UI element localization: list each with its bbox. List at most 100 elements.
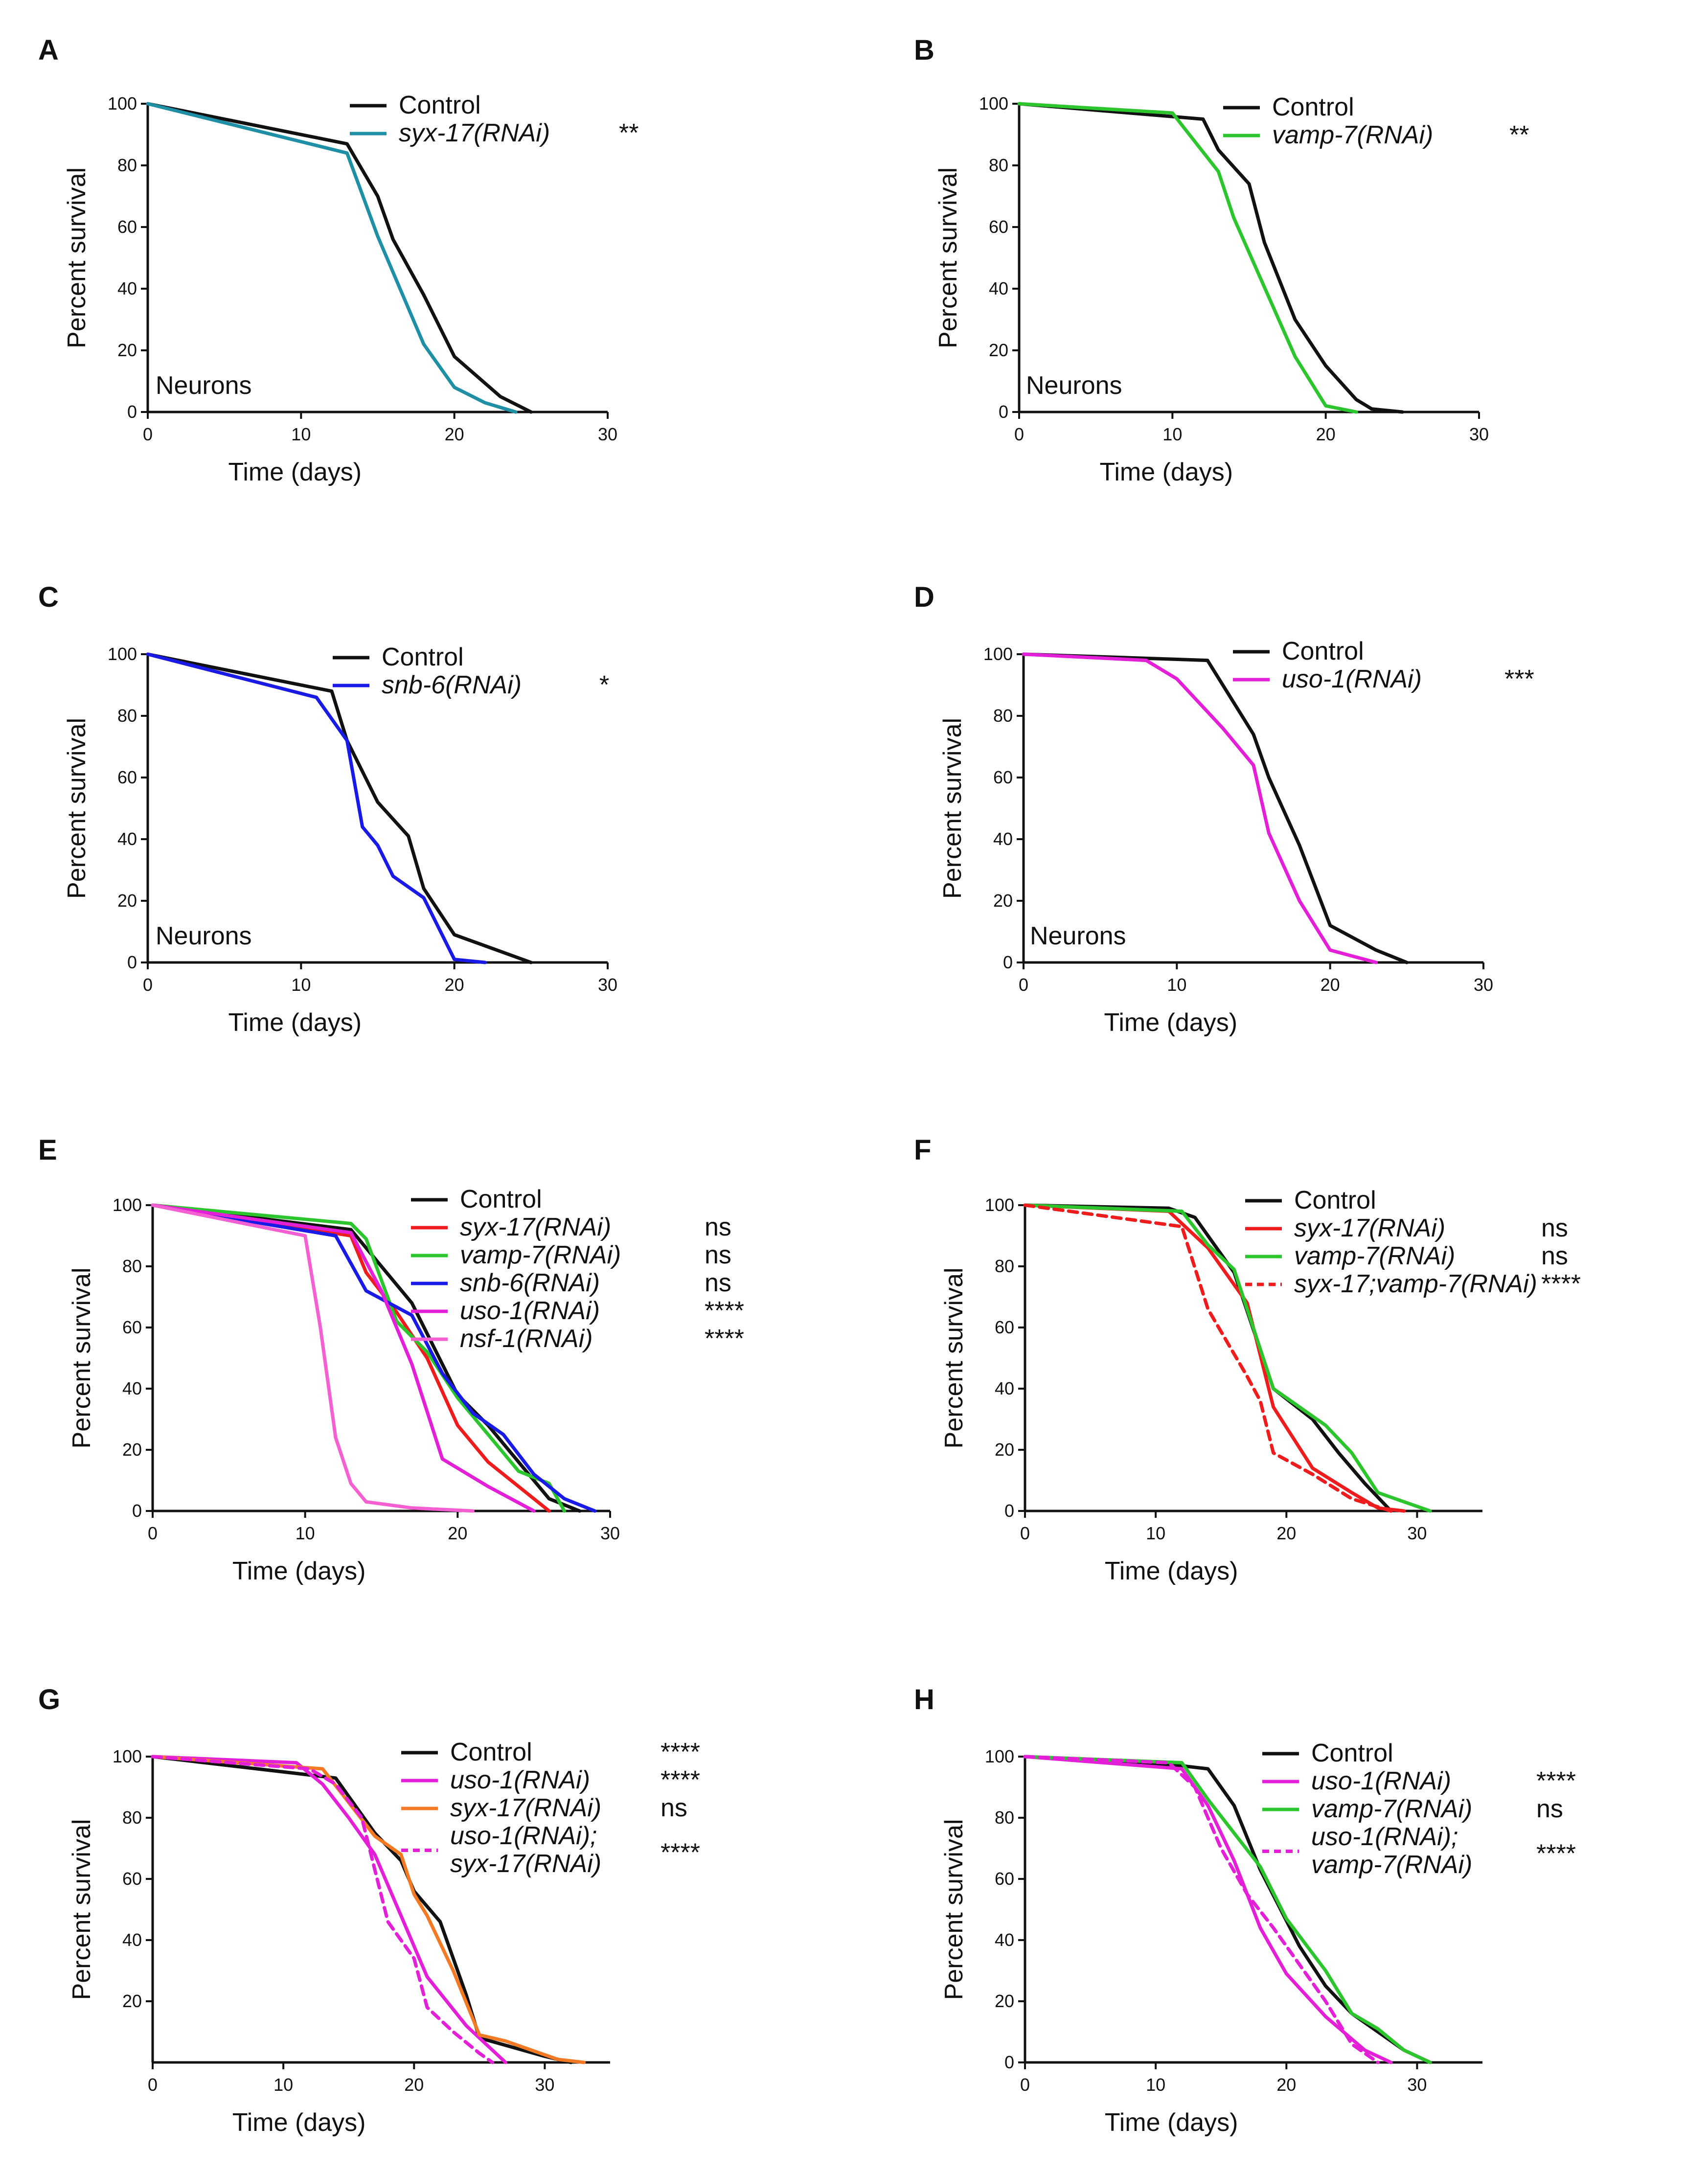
legend-label: vamp-7(RNAi) [1294,1242,1455,1270]
x-tick-label: 30 [1474,975,1493,995]
y-tick-label: 40 [993,829,1013,849]
x-tick-label: 20 [1321,975,1340,995]
legend-label: snb-6(RNAi) [382,671,522,699]
legend-stats: **** [1536,1767,1576,1795]
legend-label: Control [1282,637,1364,665]
legend-label: syx-17;vamp-7(RNAi) [1294,1270,1537,1298]
y-tick-label: 100 [985,1746,1014,1766]
y-tick-label: 0 [1004,2052,1014,2072]
y-tick-label: 0 [127,402,137,422]
y-axis-label: Percent survival [68,1819,96,2000]
series-line [146,102,533,414]
legend-label: vamp-7(RNAi) [1272,121,1433,149]
x-tick-label: 20 [1316,424,1336,444]
y-tick-label: 20 [122,1440,142,1460]
x-tick-label: 30 [600,1523,620,1543]
x-tick-label: 30 [1407,2075,1427,2095]
legend-label: vamp-7(RNAi) [460,1241,621,1269]
y-tick-label: 80 [122,1807,142,1828]
panel-letter: D [914,581,934,613]
y-tick-label: 100 [113,1746,142,1766]
series-line [146,652,487,964]
legend-label: vamp-7(RNAi) [1311,1795,1472,1823]
y-tick-label: 0 [132,1501,142,1521]
x-tick-label: 30 [1469,424,1489,444]
y-tick-label: 40 [995,1930,1014,1950]
y-tick-label: 80 [122,1256,142,1276]
legend-stats: **** [660,1766,700,1794]
x-tick-label: 0 [1014,424,1024,444]
legend-stats: ns [1541,1242,1568,1270]
legend-stats: ** [619,119,638,147]
legend-label: uso-1(RNAi); [1311,1823,1458,1851]
y-axis-label: Percent survival [63,167,91,348]
legend-stats: ns [1536,1795,1563,1823]
y-tick-label: 60 [122,1317,142,1337]
x-tick-label: 0 [1020,2075,1030,2095]
x-tick-label: 10 [1146,1523,1165,1543]
legend-label: Control [1311,1739,1393,1767]
legend-label: snb-6(RNAi) [460,1269,600,1297]
y-tick-label: 60 [995,1869,1014,1889]
x-tick-label: 0 [1019,975,1028,995]
x-tick-label: 10 [291,424,311,444]
legend-label: syx-17(RNAi) [450,1794,601,1822]
x-axis-label: Time (days) [228,1008,362,1037]
panel-f: F 0 20 40 60 80 100 0 10 20 30 Time (days) Percent s… [914,1134,1581,1585]
legend-label: Control [382,643,464,671]
y-tick-label: 20 [122,1991,142,2011]
panel-g: G 20 40 60 80 100 0 10 20 30 Time (days) Percent su… [38,1684,700,2137]
y-axis-label: Percent survival [63,718,91,899]
y-tick-label: 80 [995,1807,1014,1828]
legend-stats: **** [705,1297,744,1325]
x-tick-label: 0 [1020,1523,1030,1543]
y-tick-label: 40 [122,1930,142,1950]
legend-label: uso-1(RNAi) [1311,1767,1451,1795]
y-tick-label: 60 [993,767,1013,787]
y-axis-label: Percent survival [68,1268,96,1449]
legend-label: uso-1(RNAi) [460,1297,600,1325]
y-tick-label: 80 [117,155,137,175]
panel-c: C 0 20 40 60 80 100 0 10 20 30 Time (days) Percent s… [38,581,617,1037]
x-tick-label: 20 [1276,2075,1296,2095]
x-tick-label: 10 [273,2075,293,2095]
panel-b: B 0 20 40 60 80 100 0 10 20 30 Time (days) Percent s… [914,34,1529,486]
y-tick-label: 0 [999,402,1008,422]
y-tick-label: 100 [983,644,1013,664]
x-tick-label: 20 [445,975,464,995]
legend-stats: **** [660,1738,700,1766]
x-axis-label: Time (days) [1104,1008,1238,1037]
x-tick-label: 0 [143,424,153,444]
annotation-label: Neurons [156,371,252,400]
series-line [1023,1755,1380,2064]
x-axis-label: Time (days) [228,458,362,486]
y-tick-label: 40 [117,829,137,849]
series-line [146,102,518,414]
y-tick-label: 0 [127,952,137,972]
legend-stats: ** [1509,121,1529,149]
legend-label: nsf-1(RNAi) [460,1325,593,1353]
x-tick-label: 20 [404,2075,424,2095]
series-line [146,652,533,964]
series-line [151,1203,536,1513]
y-tick-label: 20 [117,340,137,360]
y-axis-label: Percent survival [938,718,967,899]
series-line [151,1755,495,2064]
y-tick-label: 60 [117,767,137,787]
x-tick-label: 30 [1407,1523,1427,1543]
legend-stats: ns [660,1794,687,1822]
legend-label: Control [450,1738,532,1766]
x-axis-label: Time (days) [1105,2108,1238,2137]
x-tick-label: 20 [445,424,464,444]
y-tick-label: 20 [989,340,1008,360]
legend-label: uso-1(RNAi); [450,1822,597,1850]
annotation-label: Neurons [1026,371,1122,400]
y-tick-label: 20 [995,1991,1014,2011]
legend-stats: ns [705,1269,731,1297]
legend-stats: **** [660,1839,700,1867]
y-tick-label: 60 [117,217,137,237]
y-tick-label: 0 [1003,952,1013,972]
y-tick-label: 100 [979,93,1008,114]
x-tick-label: 10 [296,1523,315,1543]
x-tick-label: 10 [1146,2075,1165,2095]
